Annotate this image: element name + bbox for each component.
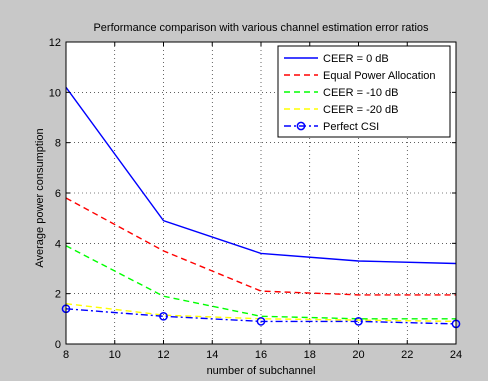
x-tick-label: 12 (157, 349, 169, 361)
data-point-marker (354, 317, 363, 326)
legend-marker (296, 121, 306, 131)
y-tick-label: 12 (49, 37, 61, 49)
legend: CEER = 0 dB Equal Power Allocation CEER = … (277, 45, 451, 138)
y-tick-label: 0 (55, 339, 61, 351)
y-tick-label: 8 (55, 138, 61, 150)
legend-label: CEER = 0 dB (323, 53, 389, 65)
series-line-4 (65, 303, 457, 323)
x-axis-label: number of subchannel (207, 365, 316, 377)
legend-label: Equal Power Allocation (323, 70, 436, 82)
x-tick-label: 18 (304, 349, 316, 361)
x-tick-label: 16 (255, 349, 267, 361)
legend-label: CEER = -20 dB (323, 104, 399, 116)
y-tick-label: 6 (55, 188, 61, 200)
y-tick-label: 4 (55, 238, 61, 250)
series-line-2 (65, 197, 456, 296)
series-line-1 (65, 86, 457, 265)
series-line-3 (65, 245, 456, 320)
series-line-5 (65, 308, 457, 325)
chart-title: Performance comparison with various chan… (93, 22, 429, 34)
x-tick-label: 8 (63, 349, 69, 361)
legend-label: Perfect CSI (323, 121, 379, 133)
legend-label: CEER = -10 dB (323, 87, 399, 99)
data-point-marker (159, 311, 168, 321)
y-tick-label: 10 (49, 87, 61, 99)
x-tick-label: 22 (401, 349, 413, 361)
x-tick-label: 10 (109, 349, 121, 361)
x-tick-label: 24 (450, 349, 462, 361)
y-axis-label: Average power consumption (34, 128, 46, 267)
y-tick-label: 2 (55, 289, 61, 301)
x-tick-label: 20 (352, 349, 364, 361)
x-tick-label: 14 (206, 349, 218, 361)
data-point-marker (256, 317, 266, 326)
